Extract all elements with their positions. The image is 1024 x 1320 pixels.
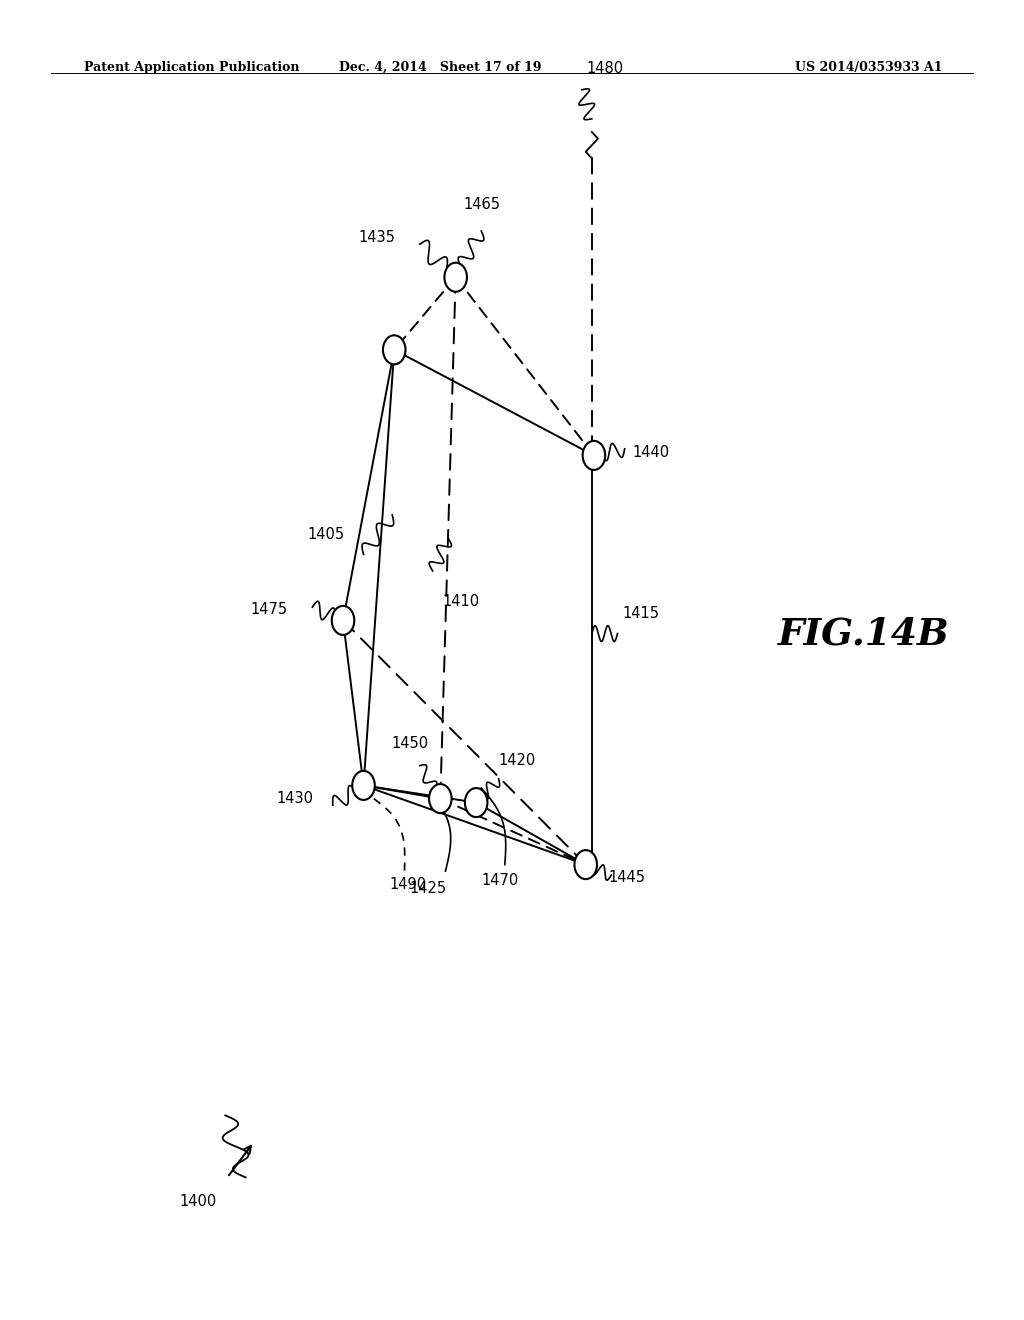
Text: Dec. 4, 2014   Sheet 17 of 19: Dec. 4, 2014 Sheet 17 of 19 [339, 61, 542, 74]
Text: 1470: 1470 [481, 873, 518, 888]
Circle shape [383, 335, 406, 364]
Text: 1450: 1450 [391, 735, 428, 751]
Text: 1415: 1415 [623, 606, 659, 622]
Text: 1405: 1405 [307, 527, 344, 543]
Circle shape [444, 263, 467, 292]
Text: 1425: 1425 [410, 880, 446, 896]
Circle shape [465, 788, 487, 817]
Text: 1435: 1435 [358, 230, 395, 246]
Circle shape [352, 771, 375, 800]
Text: 1480: 1480 [587, 61, 624, 77]
Text: 1465: 1465 [464, 197, 501, 213]
Circle shape [332, 606, 354, 635]
Text: 1440: 1440 [633, 445, 670, 461]
Circle shape [429, 784, 452, 813]
Text: 1410: 1410 [442, 594, 480, 609]
Text: 1400: 1400 [179, 1193, 216, 1209]
Text: Patent Application Publication: Patent Application Publication [84, 61, 299, 74]
Circle shape [583, 441, 605, 470]
Text: 1430: 1430 [276, 791, 313, 807]
Circle shape [574, 850, 597, 879]
Text: 1445: 1445 [608, 870, 645, 886]
Text: 1490: 1490 [389, 876, 426, 892]
Text: 1420: 1420 [499, 752, 536, 768]
Text: US 2014/0353933 A1: US 2014/0353933 A1 [795, 61, 942, 74]
Text: 1475: 1475 [251, 602, 288, 618]
Text: FIG.14B: FIG.14B [778, 615, 950, 652]
